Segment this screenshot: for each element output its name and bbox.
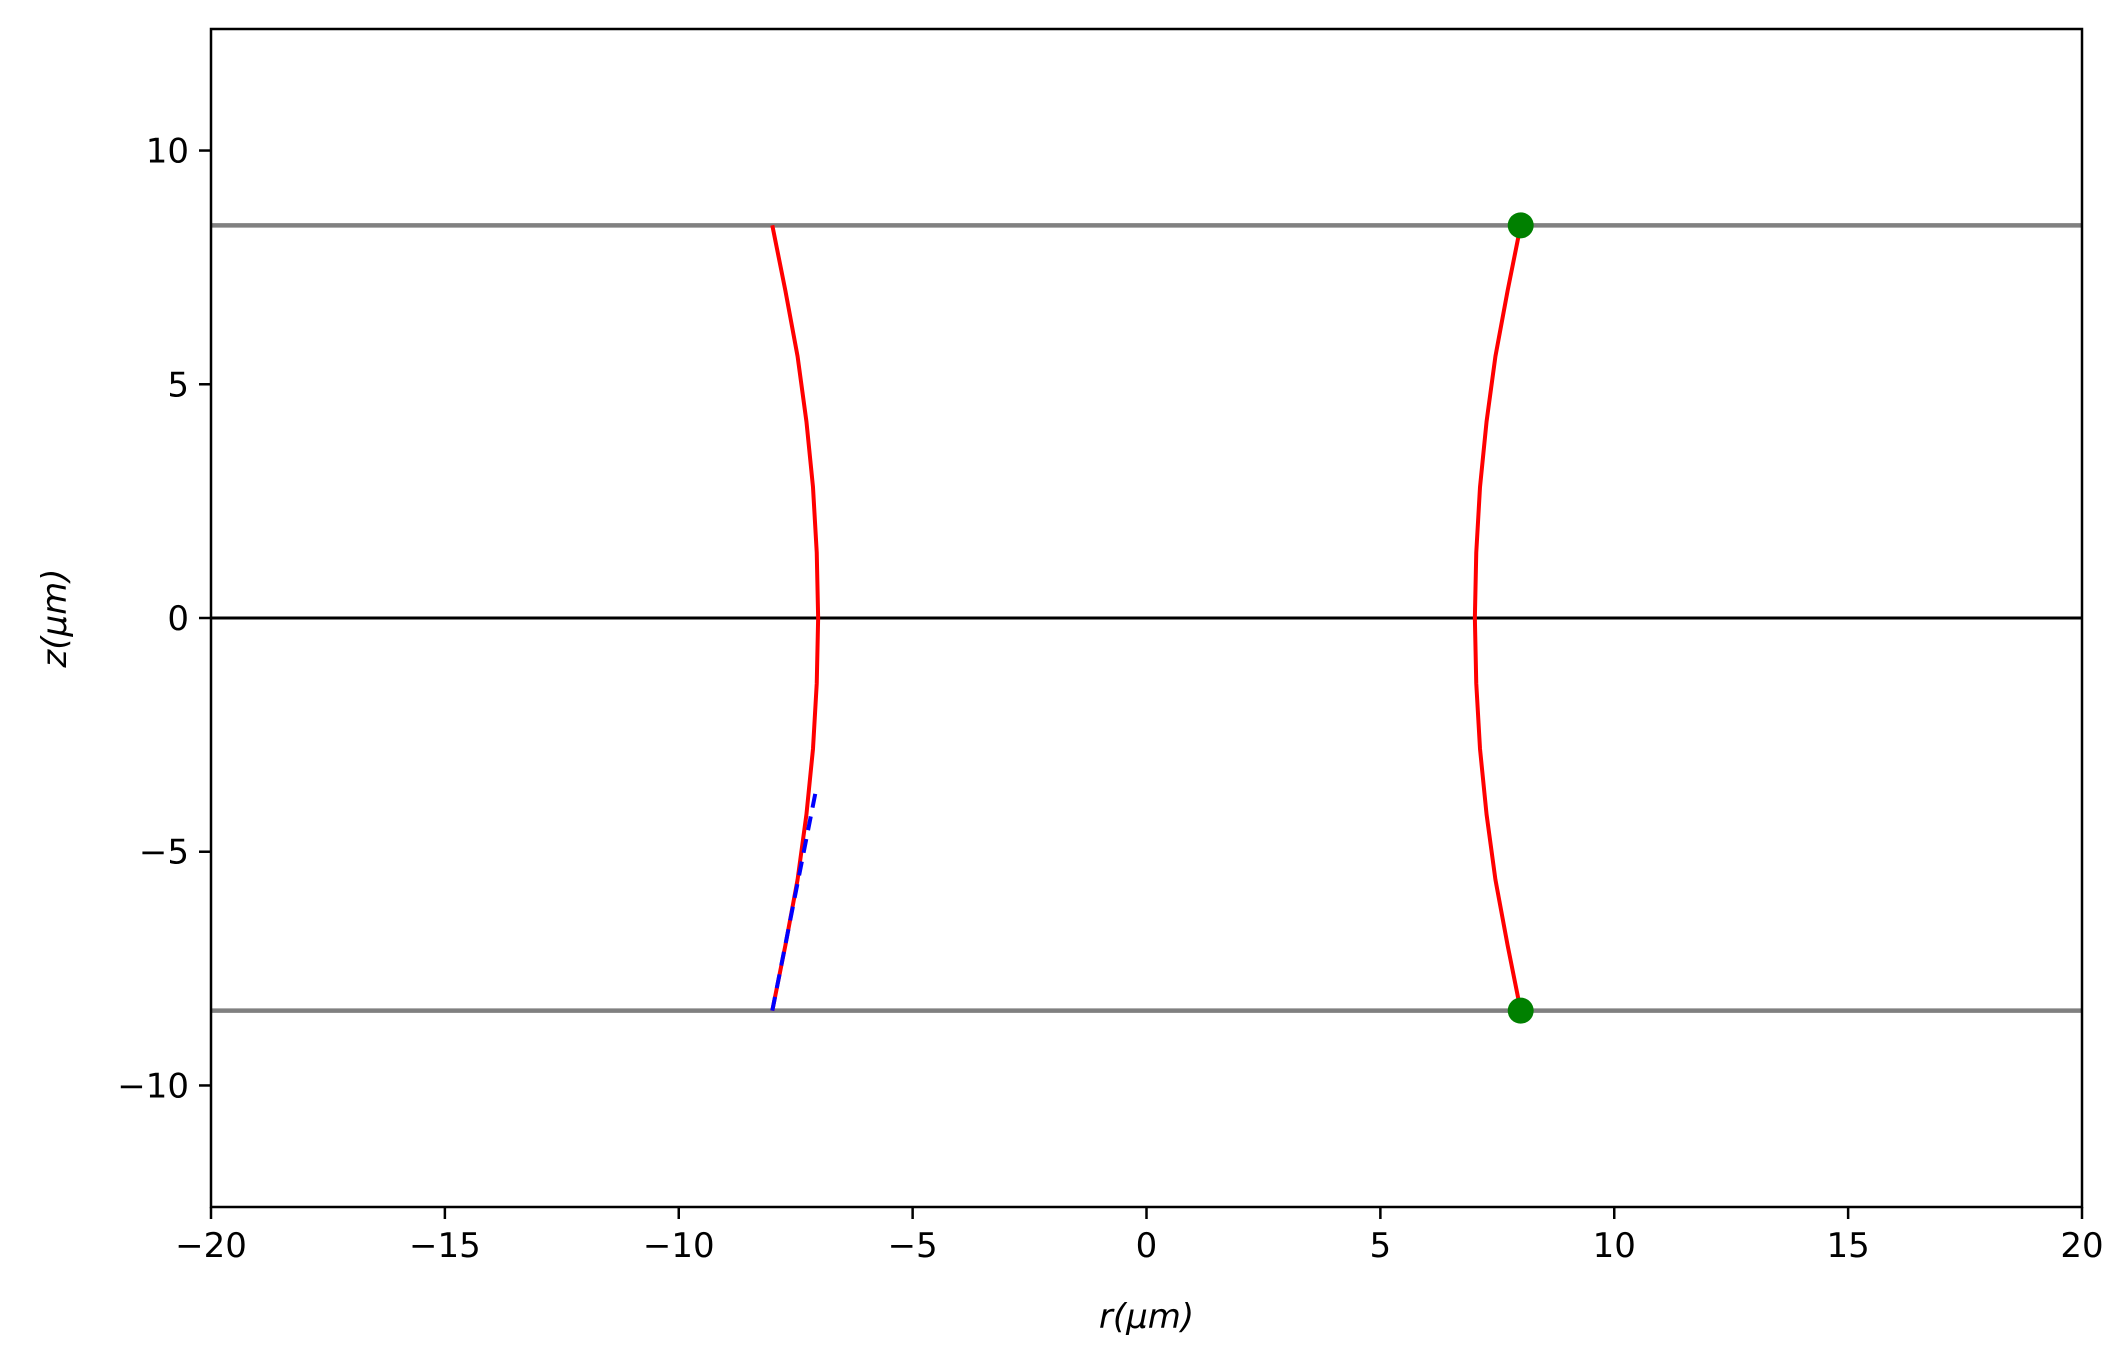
x-tick-label: −15 [409, 1226, 481, 1266]
series-line-2 [770, 785, 819, 1012]
y-tick-label: −5 [139, 833, 189, 873]
x-tick-label: 20 [2060, 1226, 2103, 1266]
y-axis-label: z(μm) [35, 568, 75, 668]
x-tick-label: 0 [1136, 1226, 1158, 1266]
y-tick-label: 0 [167, 599, 189, 639]
data-layer [211, 212, 2082, 1024]
y-axis: −10 −5 0 5 10 [117, 132, 211, 1106]
x-tick-label: −20 [175, 1226, 247, 1266]
x-axis: −20 −15 −10 −5 0 5 10 15 20 [175, 1207, 2104, 1266]
x-tick-label: −10 [643, 1226, 715, 1266]
marker-point-0 [1507, 212, 1534, 239]
y-tick-label: 5 [167, 365, 189, 405]
series-line-0 [770, 224, 821, 1012]
y-tick-label: −10 [117, 1066, 189, 1106]
x-tick-label: 5 [1370, 1226, 1392, 1266]
x-axis-label: r(μm) [1099, 1297, 1194, 1337]
x-tick-label: −5 [888, 1226, 938, 1266]
x-tick-label: 15 [1826, 1226, 1869, 1266]
series-line-1 [1472, 224, 1523, 1012]
marker-point-1 [1507, 997, 1534, 1024]
x-tick-label: 10 [1593, 1226, 1636, 1266]
y-tick-label: 10 [146, 132, 189, 172]
